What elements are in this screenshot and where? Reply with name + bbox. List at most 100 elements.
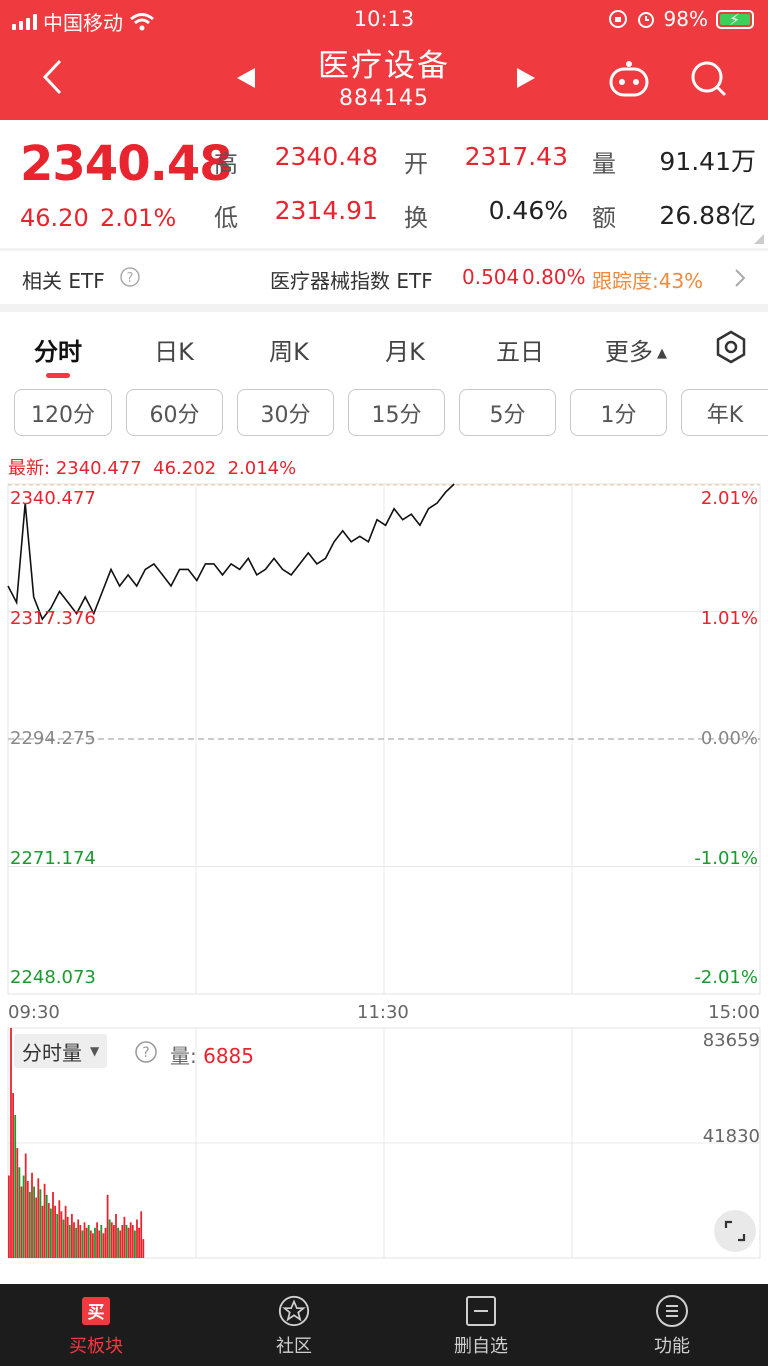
active-tab-indicator <box>46 373 70 378</box>
fullscreen-button[interactable] <box>714 1210 756 1252</box>
volume-bar <box>136 1219 138 1258</box>
y-tick-3: 2294.275 <box>10 728 96 749</box>
buy-icon: 买 <box>82 1297 110 1325</box>
legend-change: 46.202 <box>153 458 217 479</box>
volume-bar <box>138 1227 140 1258</box>
intraday-chart[interactable]: 最新: 2340.477 46.202 2.014% 2340.477 2317… <box>0 446 768 1284</box>
volume-bar <box>108 1219 111 1258</box>
period-year-k[interactable]: 年K <box>681 389 768 436</box>
volume-indicator-label: 分时量 <box>22 1040 82 1065</box>
volume-bar <box>64 1205 67 1258</box>
volume-bar <box>18 1167 21 1258</box>
volume-bar <box>66 1216 69 1258</box>
help-icon[interactable]: ? <box>119 266 141 288</box>
volume-readout-value: 6885 <box>203 1044 255 1068</box>
chart-settings-button[interactable] <box>710 326 752 368</box>
volume-bar <box>129 1222 132 1258</box>
status-time: 10:13 <box>353 7 415 31</box>
tab-week-k[interactable]: 周K <box>269 338 309 366</box>
signal-icon <box>12 13 37 30</box>
y-pct-tick-1: 2.01% <box>700 488 758 509</box>
etf-pct: 0.80% <box>522 265 586 289</box>
legend-price: 2340.477 <box>55 458 142 479</box>
tab-five-day[interactable]: 五日 <box>496 338 544 366</box>
low-value: 2314.91 <box>274 196 378 225</box>
chevron-right-icon <box>735 269 746 287</box>
volume-bar <box>79 1225 82 1258</box>
x-tick-start: 09:30 <box>8 1002 60 1023</box>
page-title: 医疗设备 <box>318 48 450 84</box>
volume-bar <box>56 1214 59 1258</box>
volume-help-icon[interactable]: ? <box>134 1040 158 1064</box>
community-label: 社区 <box>276 1336 312 1357</box>
chart-tabs: 分时 日K 周K 月K 五日 更多 ▲ 120分 60分 30分 15分 5分 … <box>0 312 768 446</box>
robot-assistant-button[interactable] <box>604 56 654 102</box>
turnover-label: 换 <box>404 204 428 232</box>
period-60m[interactable]: 60分 <box>126 389 223 436</box>
volume-bar <box>113 1225 115 1258</box>
volume-bar <box>85 1227 88 1258</box>
community-icon <box>278 1295 310 1327</box>
chart-legend: 最新: 2340.477 46.202 2.014% <box>8 454 296 480</box>
buy-sector-button[interactable]: 买 买板块 <box>0 1284 192 1366</box>
volume-bar <box>83 1222 86 1258</box>
carrier-name: 中国移动 <box>43 11 123 35</box>
volume-bar <box>142 1239 145 1258</box>
volume-bar <box>127 1227 130 1258</box>
tab-more-label: 更多 <box>604 338 653 366</box>
volume-bar <box>121 1225 124 1258</box>
period-1m[interactable]: 1分 <box>570 389 667 436</box>
back-button[interactable] <box>30 52 74 102</box>
search-button[interactable] <box>686 56 732 102</box>
period-120m[interactable]: 120分 <box>14 389 112 436</box>
etf-tracking: 跟踪度:43% <box>592 269 704 293</box>
volume-bar <box>131 1225 134 1258</box>
volume-bar <box>104 1227 107 1258</box>
volume-readout: 量: 6885 <box>170 1040 254 1069</box>
volume-bar <box>39 1189 42 1258</box>
tab-month-k[interactable]: 月K <box>385 338 425 366</box>
remove-watchlist-button[interactable]: 删自选 <box>385 1284 577 1366</box>
corner-mark <box>754 234 764 244</box>
volume-readout-label: 量: <box>170 1044 197 1068</box>
tab-day-k[interactable]: 日K <box>154 338 194 366</box>
tab-intraday[interactable]: 分时 <box>34 338 82 366</box>
dropdown-icon: ▼ <box>90 1044 100 1058</box>
volume-bar <box>100 1225 103 1258</box>
functions-button[interactable]: 功能 <box>576 1284 768 1366</box>
battery-icon: ⚡ <box>716 9 754 29</box>
period-30m[interactable]: 30分 <box>237 389 334 436</box>
related-etf-row[interactable]: 相关 ETF ? 医疗器械指数 ETF 0.504 0.80% 跟踪度:43% <box>0 251 768 304</box>
y-tick-1: 2340.477 <box>10 488 96 509</box>
svg-text:?: ? <box>142 1045 149 1061</box>
turnover-value: 0.46% <box>488 196 568 225</box>
period-5m[interactable]: 5分 <box>459 389 556 436</box>
legend-label: 最新: <box>8 458 51 479</box>
volume-bar <box>119 1230 122 1258</box>
volume-label: 量 <box>592 150 616 178</box>
prev-stock-button[interactable] <box>228 60 264 96</box>
tab-more[interactable]: 更多 ▲ <box>598 332 674 367</box>
chevron-left-icon <box>42 59 62 95</box>
community-button[interactable]: 社区 <box>198 1284 390 1366</box>
orientation-lock-icon <box>608 10 627 28</box>
volume-bar <box>75 1227 77 1258</box>
last-price: 2340.48 <box>20 136 233 192</box>
y-pct-tick-3: 0.00% <box>700 728 758 749</box>
volume-bar <box>47 1203 50 1258</box>
remove-watchlist-label: 删自选 <box>454 1336 508 1357</box>
volume-indicator-select[interactable]: 分时量 ▼ <box>14 1034 108 1068</box>
volume-value: 91.41万 <box>659 147 756 176</box>
x-tick-mid: 11:30 <box>357 1002 409 1023</box>
volume-max-label: 83659 <box>702 1030 760 1051</box>
volume-bar <box>41 1205 44 1258</box>
high-label: 高 <box>214 150 238 178</box>
period-15m[interactable]: 15分 <box>348 389 445 436</box>
price-plot <box>7 483 761 1259</box>
next-stock-button[interactable] <box>508 60 544 96</box>
volume-bar <box>62 1219 65 1258</box>
menu-icon <box>656 1295 688 1327</box>
caret-up-icon: ▲ <box>652 346 668 361</box>
volume-bar <box>110 1222 113 1258</box>
volume-bar <box>26 1181 29 1258</box>
